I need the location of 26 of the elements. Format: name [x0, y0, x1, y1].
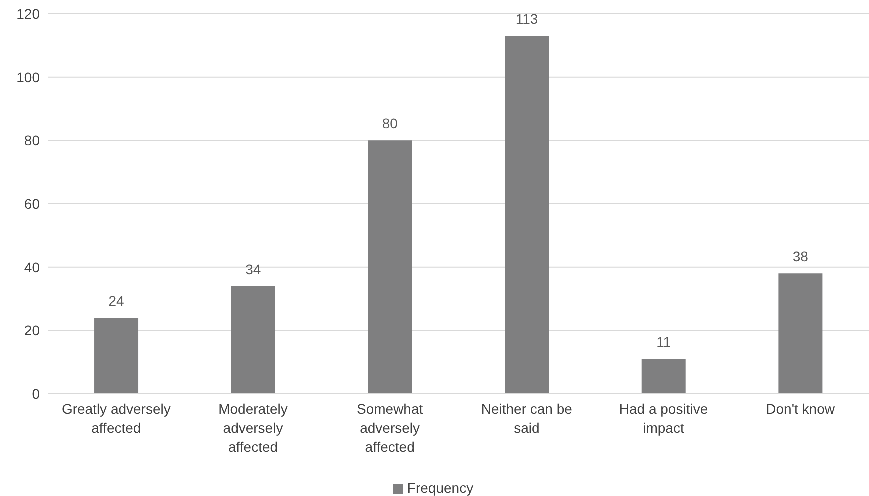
data-label: 11 — [656, 334, 672, 350]
y-tick-label: 60 — [24, 196, 40, 212]
legend-label: Frequency — [407, 480, 474, 496]
bar — [231, 286, 276, 394]
x-tick-label: Had a positive impact — [619, 401, 708, 436]
x-tick-label: Greatly adversely affected — [62, 401, 171, 436]
bar — [368, 140, 412, 394]
data-label: 24 — [108, 293, 125, 309]
data-label: 113 — [516, 11, 538, 28]
x-tick-label: Somewhat adversely affected — [357, 401, 424, 455]
x-tick-label: Neither can be said — [481, 401, 573, 436]
y-tick-label: 100 — [16, 69, 40, 86]
y-tick-label: 40 — [24, 259, 40, 276]
data-label: 80 — [382, 116, 398, 132]
bar — [505, 36, 550, 394]
y-tick-label: 80 — [24, 132, 40, 149]
y-tick-label: 120 — [16, 6, 40, 22]
data-label: 38 — [792, 248, 809, 265]
y-tick-label: 20 — [24, 322, 40, 339]
bar — [94, 318, 139, 394]
bar — [778, 274, 823, 394]
x-tick-label: Don't know — [766, 401, 836, 417]
x-tick-label: Moderately adversely affected — [218, 401, 288, 455]
data-label: 34 — [246, 261, 262, 278]
bar — [642, 359, 686, 394]
y-tick-label: 0 — [32, 386, 40, 402]
